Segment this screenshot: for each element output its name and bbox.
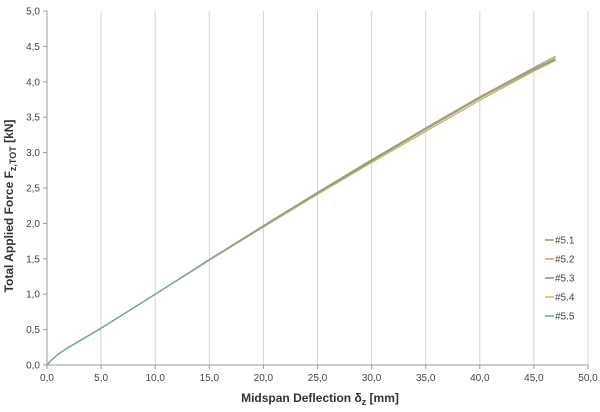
- x-tick-label: 45,0: [524, 373, 544, 384]
- axes: [43, 10, 589, 369]
- x-tick-label: 15,0: [200, 373, 220, 384]
- legend: #5.1 #5.2 #5.3 #5.4 #5.5: [545, 236, 575, 323]
- legend-label: #5.5: [555, 312, 575, 323]
- y-tick-label: 2,0: [26, 219, 40, 230]
- y-tick-label: 4,5: [26, 42, 40, 53]
- y-tick-label: 1,5: [26, 254, 40, 265]
- y-tick-label: 0,0: [26, 361, 40, 372]
- x-axis-title: Midspan Deflection δz [mm]: [241, 391, 399, 407]
- x-tick-label: 50,0: [578, 373, 598, 384]
- legend-label: #5.4: [555, 293, 575, 304]
- y-tick-label: 2,5: [26, 184, 40, 195]
- series-line-3: [46, 59, 556, 366]
- series-lines: [46, 55, 556, 366]
- y-tick-label: 5,0: [26, 7, 40, 18]
- series-line-2: [46, 55, 556, 366]
- grid-lines: [100, 11, 589, 365]
- y-tick-label: 3,5: [26, 113, 40, 124]
- series-line-4: [46, 60, 556, 366]
- x-tick-label: 25,0: [308, 373, 328, 384]
- legend-label: #5.1: [555, 236, 575, 247]
- legend-label: #5.2: [555, 255, 575, 266]
- x-tick-label: 10,0: [145, 373, 165, 384]
- y-tick-label: 1,0: [26, 290, 40, 301]
- x-tick-label: 5,0: [94, 373, 108, 384]
- y-tick-label: 0,5: [26, 325, 40, 336]
- y-tick-label: 3,0: [26, 148, 40, 159]
- x-tick-label: 0,0: [40, 373, 54, 384]
- y-tick-label: 4,0: [26, 77, 40, 88]
- legend-label: #5.3: [555, 274, 575, 285]
- series-line-5: [46, 57, 556, 366]
- series-line-1: [46, 55, 556, 366]
- y-axis-title: Total Applied Force Fz,TOT [kN]: [2, 120, 18, 293]
- x-tick-label: 40,0: [470, 373, 490, 384]
- tick-labels: 0,0 5,0 10,0 15,0 20,0 25,0 30,0 35,0 40,0 45,0 50…: [26, 7, 598, 385]
- x-tick-label: 20,0: [254, 373, 274, 384]
- x-tick-label: 35,0: [416, 373, 436, 384]
- x-tick-label: 30,0: [362, 373, 382, 384]
